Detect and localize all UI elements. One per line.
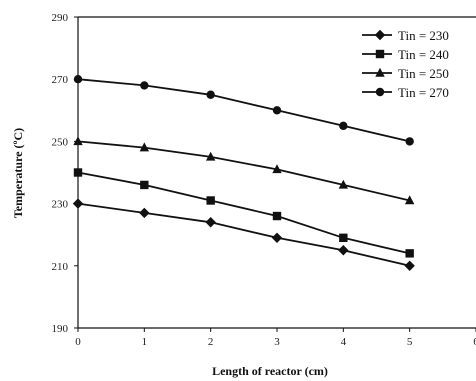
data-point-triangle bbox=[205, 151, 216, 161]
data-point-circle bbox=[375, 87, 385, 97]
data-point-circle bbox=[206, 90, 215, 99]
chart-legend: Tin = 230 Tin = 240 Tin = 250 Tin = 270 bbox=[362, 28, 449, 100]
data-point-square bbox=[140, 180, 149, 190]
data-point-square bbox=[375, 49, 385, 59]
y-tick-label: 230 bbox=[52, 199, 69, 211]
legend-label: Tin = 230 bbox=[398, 28, 449, 43]
series-3 bbox=[73, 136, 415, 205]
x-tick-label: 4 bbox=[341, 336, 347, 348]
series-2 bbox=[73, 168, 414, 258]
data-point-square bbox=[272, 211, 282, 221]
data-point-diamond bbox=[72, 198, 84, 209]
x-tick-label: 1 bbox=[142, 336, 148, 348]
data-point-triangle bbox=[139, 142, 150, 152]
series-line bbox=[77, 171, 410, 255]
data-point-square bbox=[73, 168, 83, 177]
data-point-diamond bbox=[205, 217, 216, 228]
data-point-diamond bbox=[271, 232, 283, 244]
y-tick-label: 290 bbox=[52, 12, 69, 24]
y-tick-label: 190 bbox=[52, 323, 69, 335]
y-tick-label: 270 bbox=[52, 74, 69, 86]
data-point-circle bbox=[140, 81, 149, 90]
y-tick-label: 250 bbox=[52, 136, 69, 148]
x-tick-label: 0 bbox=[75, 336, 81, 348]
x-tick-label: 3 bbox=[274, 336, 280, 348]
y-tick-label: 210 bbox=[52, 261, 69, 273]
legend-label: Tin = 240 bbox=[398, 47, 449, 62]
series-4 bbox=[73, 75, 414, 146]
data-point-triangle bbox=[404, 195, 415, 205]
x-axis-label: Length of reactor (cm) bbox=[212, 364, 328, 378]
data-point-circle bbox=[339, 121, 348, 131]
data-point-square bbox=[405, 249, 414, 258]
y-axis-label: Temperature (ºC) bbox=[11, 128, 25, 218]
data-point-circle bbox=[272, 106, 282, 115]
data-point-square bbox=[339, 233, 348, 243]
x-tick-label: 6 bbox=[473, 336, 476, 348]
series-line bbox=[77, 78, 410, 143]
data-point-diamond bbox=[338, 245, 349, 256]
data-point-diamond bbox=[374, 29, 386, 41]
legend-label: Tin = 250 bbox=[398, 66, 449, 81]
data-point-triangle bbox=[272, 164, 282, 174]
series-line bbox=[77, 202, 410, 267]
series-1 bbox=[72, 198, 415, 271]
data-point-triangle bbox=[338, 179, 349, 189]
legend-label: Tin = 270 bbox=[398, 85, 449, 100]
chart-series bbox=[72, 75, 415, 271]
legend-item-4: Tin = 270 bbox=[362, 85, 449, 100]
legend-item-2: Tin = 240 bbox=[362, 47, 449, 62]
data-point-square bbox=[206, 196, 215, 205]
data-point-diamond bbox=[404, 260, 415, 271]
series-line bbox=[77, 140, 410, 202]
data-point-diamond bbox=[139, 207, 150, 219]
x-tick-label: 5 bbox=[407, 336, 413, 348]
legend-item-1: Tin = 230 bbox=[362, 28, 449, 43]
data-point-circle bbox=[405, 137, 414, 146]
data-point-triangle bbox=[375, 67, 385, 77]
legend-item-3: Tin = 250 bbox=[362, 66, 449, 81]
x-tick-label: 2 bbox=[208, 336, 214, 348]
data-point-triangle bbox=[73, 136, 83, 146]
data-point-circle bbox=[73, 75, 83, 84]
